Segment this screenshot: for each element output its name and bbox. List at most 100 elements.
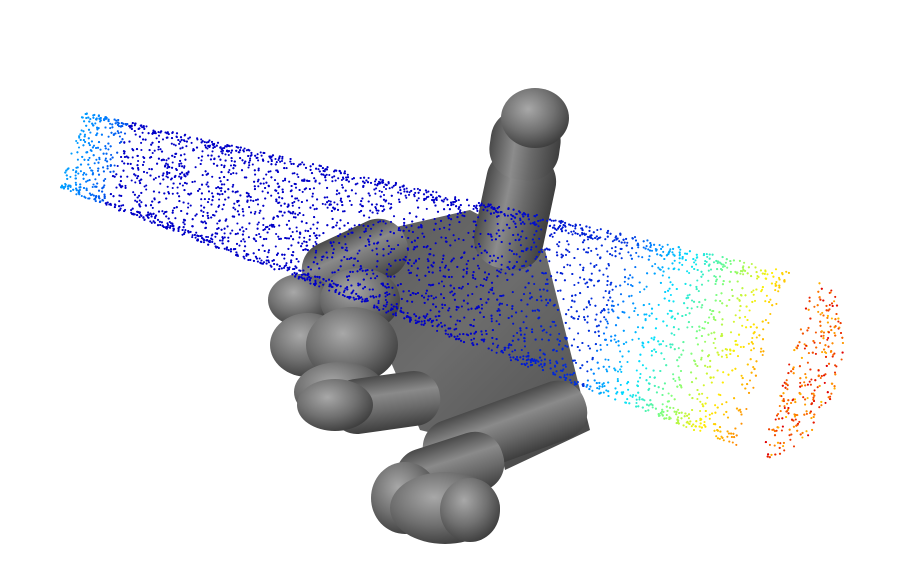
cloud-point [342, 290, 346, 294]
cloud-point [94, 178, 97, 181]
cloud-point [545, 304, 548, 307]
cloud-point [788, 363, 791, 366]
cloud-point [227, 171, 230, 174]
cloud-point [585, 385, 588, 388]
cloud-point [723, 265, 726, 268]
cloud-point [157, 145, 160, 148]
cloud-point [417, 197, 420, 200]
cloud-point [282, 266, 286, 269]
cloud-point [369, 234, 372, 238]
cloud-point [714, 404, 717, 407]
cloud-point [653, 272, 656, 275]
cloud-point [375, 203, 378, 206]
cloud-point [470, 324, 473, 327]
cloud-point [417, 317, 421, 320]
cloud-point [428, 283, 431, 286]
cloud-point [581, 233, 584, 236]
cloud-point [586, 370, 589, 373]
cloud-point [630, 257, 633, 260]
cloud-point [318, 164, 321, 167]
cloud-point [218, 220, 221, 223]
cloud-point [472, 236, 475, 239]
cloud-point [166, 171, 169, 174]
cloud-point [211, 175, 214, 178]
cloud-point [333, 271, 336, 274]
cloud-point [405, 187, 408, 190]
cloud-point [734, 314, 737, 317]
cloud-point [405, 226, 408, 229]
cloud-point [621, 392, 624, 395]
cloud-point [627, 251, 630, 254]
cloud-point [260, 259, 263, 262]
cloud-point [413, 262, 416, 265]
cloud-point [130, 127, 133, 131]
cloud-point [315, 237, 318, 240]
cloud-point [775, 429, 778, 432]
cloud-point [166, 222, 169, 225]
cloud-point [594, 236, 597, 240]
cloud-point [811, 351, 814, 354]
cloud-point [375, 247, 378, 250]
cloud-point [103, 197, 106, 200]
cloud-point [200, 192, 203, 195]
cloud-point [351, 177, 354, 181]
cloud-point [316, 227, 319, 230]
cloud-point [637, 255, 640, 258]
cloud-point [564, 363, 567, 366]
cloud-point [752, 366, 755, 369]
cloud-point [157, 140, 161, 143]
cloud-point [346, 258, 349, 261]
cloud-point [384, 298, 387, 302]
cloud-point [224, 219, 227, 222]
cloud-point [259, 235, 262, 238]
cloud-point [598, 387, 601, 390]
cloud-point [187, 231, 190, 234]
cloud-point [290, 195, 294, 198]
cloud-point [804, 373, 807, 376]
cloud-point [339, 172, 342, 175]
cloud-point [827, 345, 830, 348]
cloud-point [319, 281, 322, 284]
cloud-point [446, 198, 449, 201]
cloud-point [553, 224, 556, 227]
cloud-point [364, 244, 367, 248]
cloud-point [610, 304, 613, 307]
cloud-point [384, 187, 388, 191]
cloud-point [669, 406, 672, 409]
cloud-point [382, 185, 386, 189]
cloud-point [552, 226, 555, 229]
cloud-point [394, 314, 397, 317]
cloud-point [586, 383, 589, 387]
cloud-point [634, 266, 637, 269]
cloud-point [257, 167, 260, 170]
cloud-point [690, 381, 694, 384]
cloud-point [657, 386, 660, 389]
cloud-point [313, 177, 316, 180]
cloud-point [94, 122, 97, 125]
cloud-point [495, 232, 498, 235]
cloud-point [826, 391, 829, 394]
cloud-point [229, 250, 232, 253]
cloud-point [178, 142, 181, 145]
cloud-point [683, 302, 686, 305]
cloud-point [773, 434, 777, 437]
cloud-point [670, 394, 673, 397]
cloud-point [207, 198, 211, 201]
cloud-point [624, 276, 627, 279]
cloud-point [167, 133, 170, 136]
cloud-point [204, 146, 207, 149]
cloud-point [330, 279, 334, 283]
cloud-point [812, 421, 815, 424]
cloud-point [227, 249, 230, 252]
cloud-point [673, 317, 676, 320]
cloud-point [650, 337, 653, 340]
cloud-point [217, 246, 220, 250]
cloud-point [545, 331, 548, 334]
cloud-point [241, 159, 244, 162]
cloud-point [827, 331, 830, 334]
cloud-point [677, 365, 680, 368]
cloud-point [244, 245, 247, 248]
cloud-point [376, 212, 379, 215]
cloud-point [266, 191, 269, 194]
cloud-point [218, 239, 222, 242]
